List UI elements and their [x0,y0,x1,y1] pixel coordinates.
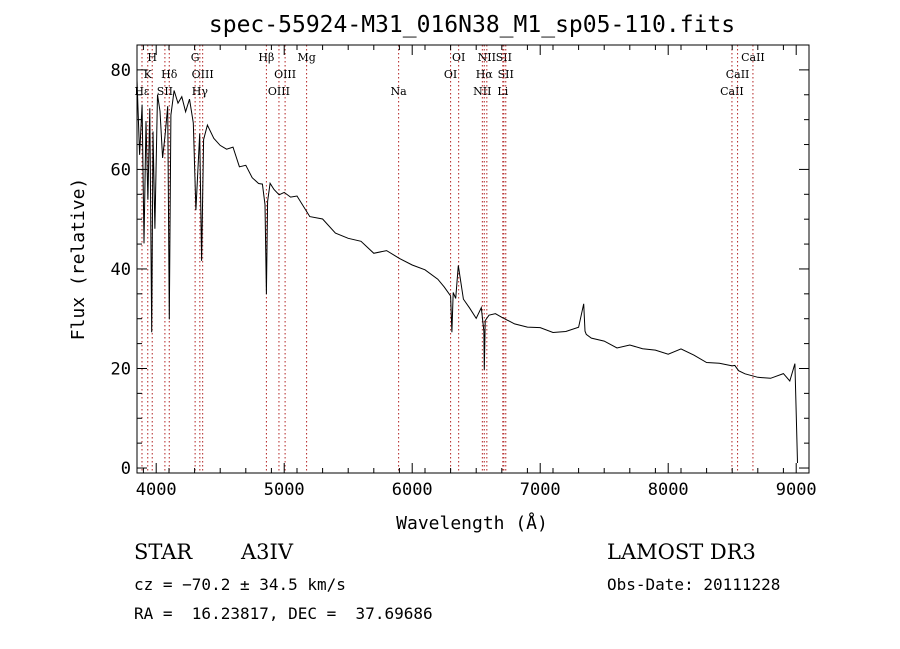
line-label-9: OIII [268,85,290,98]
x-tick-label-9000: 9000 [776,480,817,500]
object-class: STAR [134,540,193,564]
x-tick-label-5000: 5000 [264,480,305,500]
x-tick-label-8000: 8000 [648,480,689,500]
redshift-text: cz = −70.2 ± 34.5 km/s [134,575,346,594]
line-label-7: Hγ [192,85,209,98]
spectrum-series-line [136,79,798,464]
spectral-line-markers: HεKHSIIHδGOIIIHγHβOIIIOIIIMgNaOIOINIINII… [134,45,765,473]
x-tick-label-4000: 4000 [136,480,177,500]
line-label-14: OI [452,51,465,64]
plot-frame [136,44,810,474]
chart-title: spec-55924-M31_016N38_M1_sp05-110.fits [209,12,735,38]
line-label-21: CaII [720,85,744,98]
line-label-1: K [144,68,153,81]
y-tick-label-80: 80 [111,61,131,81]
line-label-10: OIII [274,68,296,81]
x-tick-label-6000: 6000 [392,480,433,500]
y-axis-label: Flux (relative) [68,178,89,341]
object-subclass: A3IV [241,540,293,564]
line-label-8: Hβ [258,51,274,64]
x-tick-label-7000: 7000 [520,480,561,500]
line-label-23: CaII [741,51,765,64]
line-label-17: Hα [476,68,494,81]
line-label-13: OI [444,68,457,81]
line-label-20: Li [497,85,508,98]
coordinates-text: RA = 16.23817, DEC = 37.69686 [134,604,433,623]
y-tick-label-60: 60 [111,160,131,180]
line-label-12: Na [391,85,408,98]
line-label-15: NII [473,85,491,98]
y-tick-label-20: 20 [111,359,131,379]
line-label-22: CaII [726,68,750,81]
line-label-6: OIII [192,68,214,81]
axis-ticks: 4000 5000 6000 7000 8000 9000 0 20 40 60 80 [111,44,817,500]
line-label-18: SII [496,51,512,64]
y-tick-label-0: 0 [121,459,131,479]
y-tick-label-40: 40 [111,260,131,280]
line-label-5: G [191,51,200,64]
obs-date-text: Obs-Date: 20111228 [607,575,781,594]
line-label-2: H [147,51,157,64]
line-label-19: SII [498,68,514,81]
line-label-3: SII [157,85,173,98]
line-label-4: Hδ [161,68,178,81]
line-label-16: NII [478,51,496,64]
x-axis-label: Wavelength (Å) [396,512,548,534]
survey-name: LAMOST DR3 [607,540,756,564]
line-label-11: Mg [297,51,315,64]
